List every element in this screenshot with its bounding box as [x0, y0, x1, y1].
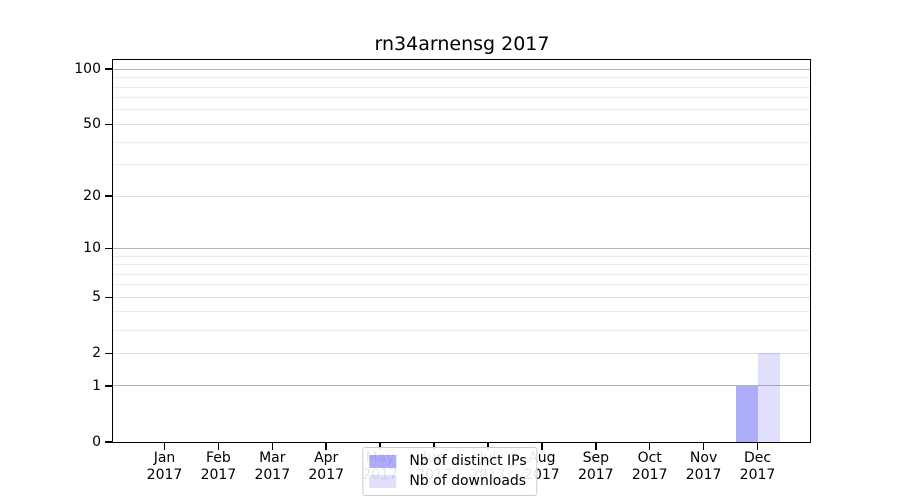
x-tick-label-nov: Nov 2017: [676, 450, 732, 484]
x-tick-jun: [433, 443, 435, 450]
gridline-y-40: [113, 141, 810, 143]
y-tick-50: [105, 123, 112, 126]
y-tick-5: [105, 296, 112, 298]
x-tick-month: Dec: [743, 450, 772, 466]
x-tick-year: 2017: [577, 467, 614, 483]
x-tick-dec: [756, 443, 759, 450]
gridline-y-7: [113, 273, 810, 275]
gridline-y-30: [113, 164, 810, 166]
x-tick-label-dec: Dec 2017: [730, 450, 786, 484]
x-tick-nov: [702, 443, 705, 450]
chart-title: rn34arnensg 2017: [374, 33, 550, 55]
y-tick-label-1: 1: [92, 378, 101, 394]
gridline-y-4: [113, 311, 810, 313]
x-tick-jan: [163, 443, 166, 450]
bar-dec-downloads: [757, 353, 780, 442]
x-tick-label-feb: Feb 2017: [190, 450, 246, 484]
x-tick-month: Oct: [637, 450, 662, 466]
x-tick-label-apr: Apr 2017: [298, 450, 354, 484]
gridline-y-60: [113, 109, 810, 111]
y-tick-label-20: 20: [83, 188, 101, 205]
gridline-y-50: [113, 123, 810, 125]
y-tick-20: [105, 195, 112, 197]
gridline-y-70: [113, 97, 810, 99]
x-tick-year: 2017: [739, 467, 776, 483]
y-tick-label-50: 50: [83, 116, 101, 133]
gridline-y-80: [113, 86, 810, 88]
gridline-y-5: [113, 296, 810, 298]
legend-label-downloads: Nb of downloads: [409, 473, 527, 489]
x-tick-year: 2017: [631, 467, 668, 483]
y-tick-label-0: 0: [92, 434, 101, 450]
y-tick-0: [105, 441, 112, 443]
y-tick-label-100: 100: [74, 61, 101, 78]
x-tick-oct: [648, 443, 651, 450]
y-tick-label-2: 2: [92, 345, 101, 362]
x-tick-jul: [487, 443, 489, 450]
x-tick-sep: [595, 443, 597, 450]
x-tick-month: Mar: [259, 450, 286, 466]
x-tick-label-oct: Oct 2017: [622, 450, 678, 484]
y-tick-2: [105, 352, 112, 354]
gridline-y-9: [113, 255, 810, 257]
gridline-y-6: [113, 284, 810, 286]
y-tick-1: [105, 385, 112, 387]
x-tick-month: Sep: [582, 450, 609, 466]
gridline-y-1: [113, 385, 810, 387]
legend-label-distinct-ips: Nb of distinct IPs: [409, 453, 527, 469]
x-tick-year: 2017: [308, 467, 345, 483]
x-tick-feb: [217, 443, 220, 450]
y-tick-10: [105, 247, 112, 250]
x-tick-label-mar: Mar 2017: [244, 450, 300, 484]
gridline-y-100: [113, 68, 810, 70]
gridline-y-8: [113, 264, 810, 265]
x-tick-month: Apr: [314, 450, 339, 466]
gridline-y-90: [113, 77, 810, 79]
y-tick-label-10: 10: [83, 240, 101, 257]
legend-swatch-downloads: [369, 475, 397, 488]
legend-item-distinct-ips: Nb of distinct IPs: [369, 453, 527, 470]
x-tick-month: Nov: [689, 450, 718, 466]
gridline-y-20: [113, 195, 810, 197]
y-tick-label-5: 5: [92, 289, 101, 306]
x-tick-year: 2017: [685, 467, 722, 483]
y-tick-100: [105, 68, 112, 70]
x-tick-month: Feb: [206, 450, 231, 466]
x-tick-year: 2017: [254, 467, 291, 483]
legend: Nb of distinct IPs Nb of downloads: [362, 447, 538, 496]
gridline-y-2: [113, 352, 810, 354]
legend-item-downloads: Nb of downloads: [369, 473, 526, 490]
gridline-y-3: [113, 329, 810, 331]
bar-dec-distinct-ips: [735, 386, 758, 442]
x-tick-aug: [541, 443, 543, 450]
x-tick-mar: [271, 443, 274, 450]
legend-swatch-distinct-ips: [369, 455, 397, 468]
x-tick-may: [379, 443, 381, 450]
x-tick-label-jan: Jan 2017: [137, 450, 193, 484]
plot-area: 0 1 2 5 10 20 50 100 Jan 2017 Feb 2017 Mar 2017 Apr 201…: [74, 59, 811, 483]
gridline-y-10: [113, 247, 810, 249]
x-tick-year: 2017: [200, 467, 237, 483]
x-tick-apr: [325, 443, 327, 450]
x-tick-month: Jan: [153, 450, 176, 466]
x-tick-label-sep: Sep 2017: [568, 450, 624, 484]
x-tick-year: 2017: [146, 467, 183, 483]
